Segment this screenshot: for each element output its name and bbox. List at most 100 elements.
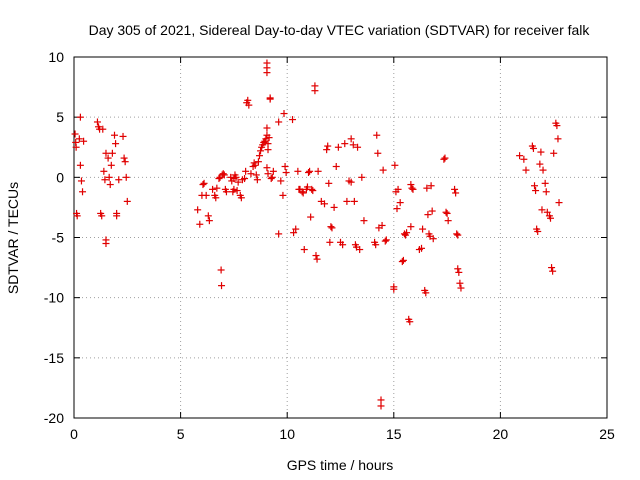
data-point (531, 182, 539, 190)
data-point (281, 163, 289, 171)
data-point (452, 189, 460, 197)
data-point (202, 191, 210, 199)
data-point (407, 223, 415, 231)
data-point (213, 184, 221, 192)
data-point (253, 176, 261, 184)
y-tick-label: -20 (44, 410, 64, 426)
data-point (555, 199, 563, 207)
data-point (532, 187, 540, 195)
data-point (418, 244, 426, 252)
data-point (539, 166, 547, 174)
data-point (294, 167, 302, 175)
data-point (419, 225, 427, 233)
data-point (122, 173, 130, 181)
data-point (264, 140, 272, 148)
data-point (219, 170, 227, 178)
data-point (325, 179, 333, 187)
data-point (443, 209, 451, 217)
data-point (349, 141, 357, 149)
data-point (374, 149, 382, 157)
data-point (115, 176, 123, 184)
data-point (73, 212, 81, 220)
data-point (328, 224, 336, 232)
data-point (298, 188, 306, 196)
data-point (251, 161, 259, 169)
data-point (241, 175, 249, 183)
data-point (209, 185, 217, 193)
data-point (260, 138, 268, 146)
data-point (347, 178, 355, 186)
data-point (403, 229, 411, 237)
data-point (244, 96, 252, 104)
x-axis-label: GPS time / hours (287, 457, 394, 473)
data-point (534, 227, 542, 235)
data-points (71, 59, 563, 410)
data-point (252, 171, 260, 179)
data-point (218, 282, 226, 290)
data-point (391, 161, 399, 169)
data-point (222, 188, 230, 196)
data-point (275, 230, 283, 238)
data-point (106, 181, 114, 189)
x-tick-labels: 0 5 10 15 20 25 (70, 426, 615, 442)
x-tick-label: 25 (599, 426, 615, 442)
data-point (408, 184, 416, 192)
data-point (406, 318, 414, 326)
data-point (255, 152, 263, 160)
data-point (457, 284, 465, 292)
data-point (520, 155, 528, 163)
data-point (455, 268, 463, 276)
data-point (72, 143, 80, 151)
data-point (230, 185, 238, 193)
data-point (234, 178, 242, 186)
data-point (522, 166, 530, 174)
data-point (79, 188, 87, 196)
data-point (314, 167, 322, 175)
data-point (108, 149, 116, 157)
x-tick-label: 10 (279, 426, 295, 442)
chart-title: Day 305 of 2021, Sidereal Day-to-day VTE… (89, 22, 591, 38)
data-point (99, 125, 107, 133)
data-point (232, 173, 240, 181)
data-point (354, 143, 362, 151)
grid (74, 57, 607, 418)
plot-frame (73, 56, 608, 419)
data-point (529, 144, 537, 152)
data-point (279, 191, 287, 199)
data-point (242, 167, 250, 175)
data-point (119, 132, 127, 140)
data-point (245, 101, 253, 109)
data-point (372, 241, 380, 249)
data-point (199, 181, 207, 189)
y-axis-label: SDTVAR / TECUs (5, 182, 21, 294)
data-point (123, 197, 131, 205)
data-point (220, 171, 228, 179)
data-point (111, 131, 119, 139)
data-point (205, 217, 213, 225)
y-tick-label: 5 (56, 109, 64, 125)
data-point (266, 94, 274, 102)
data-point (454, 265, 462, 273)
data-point (326, 238, 334, 246)
data-point (422, 289, 430, 297)
data-point (373, 131, 381, 139)
data-point (312, 252, 320, 260)
data-point (269, 167, 277, 175)
data-point (451, 185, 459, 193)
data-point (263, 164, 271, 172)
data-point (282, 169, 290, 177)
data-point (254, 158, 262, 166)
data-point (268, 173, 276, 181)
data-point (427, 182, 435, 190)
data-point (101, 176, 109, 184)
data-point (217, 266, 225, 274)
data-point (121, 158, 129, 166)
y-tick-label: -15 (44, 350, 64, 366)
data-point (441, 154, 449, 162)
data-point (381, 237, 389, 245)
x-tick-label: 0 (70, 426, 78, 442)
data-point (263, 131, 271, 139)
data-point (324, 142, 332, 150)
data-point (334, 143, 342, 151)
data-point (453, 230, 461, 238)
